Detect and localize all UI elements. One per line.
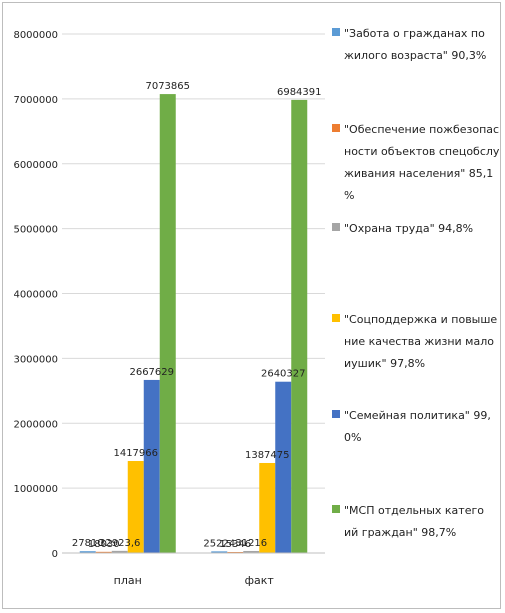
legend-label: ние качества жизни мало (344, 335, 494, 348)
bar (211, 551, 228, 553)
x-axis: план факт (62, 552, 325, 587)
legend-swatch (332, 28, 340, 36)
legend-label: "Соцподдержка и повыше (344, 313, 497, 326)
data-label: 1387475 (245, 450, 290, 461)
legend-swatch (332, 124, 340, 132)
y-tick-label: 7000000 (13, 95, 58, 106)
legend-label: "Обеспечение пожбезопас (344, 123, 499, 136)
legend-label: иушик" 97,8% (344, 357, 425, 370)
legend: "Забота о гражданах по жилого возраста" 9… (332, 27, 500, 539)
bar (259, 462, 276, 553)
y-tick-label: 3000000 (13, 354, 58, 365)
legend-label: "Забота о гражданах по (344, 27, 485, 40)
legend-swatch (332, 410, 340, 418)
bar (243, 550, 260, 553)
data-label: 2640327 (261, 369, 306, 380)
data-label: 27810 (72, 538, 104, 549)
legend-swatch (332, 505, 340, 513)
legend-label: % (344, 189, 354, 202)
y-tick-label: 0 (52, 549, 58, 560)
legend-label: "Охрана труда" 94,8% (344, 222, 473, 235)
bar (127, 461, 144, 553)
data-label: 31216 (235, 538, 267, 549)
legend-swatch (332, 223, 340, 231)
legend-label: "МСП отдельных катего (344, 504, 484, 517)
legend-swatch (332, 314, 340, 322)
legend-label: 0% (344, 431, 361, 444)
bar (291, 99, 308, 553)
y-tick-label: 2000000 (13, 419, 58, 430)
y-tick-label: 4000000 (13, 290, 58, 301)
y-tick-label: 1000000 (13, 484, 58, 495)
y-tick-label: 8000000 (13, 30, 58, 41)
bars (79, 94, 308, 553)
legend-label: ности объектов спецобслу (344, 145, 500, 158)
data-label: 25224 (203, 538, 235, 549)
bar (159, 94, 176, 553)
data-label: 18030 (88, 539, 120, 550)
data-label: 7073865 (145, 81, 190, 92)
y-tick-label: 5000000 (13, 225, 58, 236)
data-label: 2667629 (129, 367, 174, 378)
bar (111, 550, 128, 553)
data-label: 1417966 (113, 448, 158, 459)
bar (275, 381, 292, 553)
legend-label: живания населения" 85,1 (344, 167, 493, 180)
bar (79, 551, 96, 553)
data-label: 32923,6 (99, 538, 140, 549)
x-tick-label: факт (245, 574, 275, 587)
y-axis: 0 1000000 2000000 3000000 4000000 5000000 6000… (13, 30, 58, 560)
data-label: 15346 (219, 539, 251, 550)
chart-frame (2, 2, 501, 609)
x-tick-label: план (114, 574, 142, 587)
y-tick-label: 6000000 (13, 160, 58, 171)
bar (95, 551, 112, 553)
data-label: 6984391 (277, 87, 322, 98)
bar (143, 379, 160, 553)
legend-label: ий граждан" 98,7% (344, 526, 456, 539)
legend-label: "Семейная политика" 99, (344, 409, 491, 422)
legend-label: жилого возраста" 90,3% (344, 49, 486, 62)
